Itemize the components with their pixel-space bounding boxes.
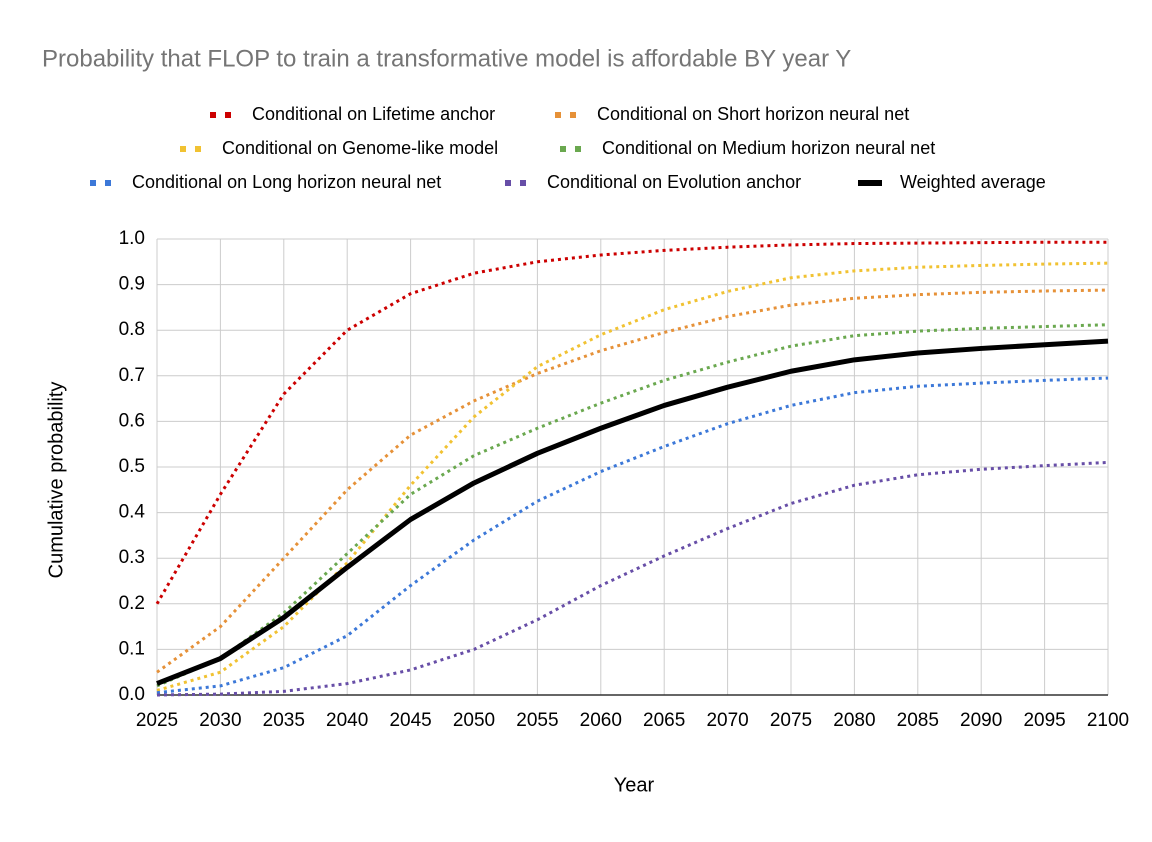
x-tick-label: 2070 bbox=[706, 710, 748, 731]
y-axis-label: Cumulative probability bbox=[45, 382, 67, 579]
y-tick-label: 0.8 bbox=[119, 319, 145, 340]
y-tick-label: 0.1 bbox=[119, 638, 145, 659]
x-tick-label: 2060 bbox=[580, 710, 622, 731]
legend-label: Conditional on Lifetime anchor bbox=[252, 104, 495, 124]
y-tick-label: 0.6 bbox=[119, 410, 145, 431]
legend-label: Conditional on Medium horizon neural net bbox=[602, 138, 935, 158]
y-tick-label: 0.9 bbox=[119, 274, 145, 295]
x-tick-label: 2045 bbox=[389, 710, 431, 731]
x-tick-label: 2040 bbox=[326, 710, 368, 731]
y-tick-label: 0.0 bbox=[119, 684, 145, 705]
x-tick-label: 2090 bbox=[960, 710, 1002, 731]
legend-label: Weighted average bbox=[900, 172, 1046, 192]
series-line bbox=[156, 288, 1109, 674]
legend-label: Conditional on Evolution anchor bbox=[547, 172, 801, 192]
y-tick-label: 0.5 bbox=[119, 456, 145, 477]
x-tick-label: 2025 bbox=[136, 710, 178, 731]
series-line bbox=[156, 338, 1109, 686]
y-tick-label: 0.4 bbox=[119, 502, 146, 523]
y-tick-label: 1.0 bbox=[119, 228, 145, 249]
x-tick-label: 2100 bbox=[1087, 710, 1129, 731]
x-tick-label: 2095 bbox=[1023, 710, 1065, 731]
legend-label: Conditional on Short horizon neural net bbox=[597, 104, 909, 124]
x-axis-label: Year bbox=[614, 774, 655, 796]
series-line bbox=[156, 261, 1109, 692]
series-line bbox=[155, 240, 1108, 605]
x-tick-label: 2065 bbox=[643, 710, 685, 731]
series-line bbox=[156, 323, 1109, 688]
x-tick-label: 2055 bbox=[516, 710, 558, 731]
x-tick-label: 2030 bbox=[199, 710, 241, 731]
legend-label: Conditional on Long horizon neural net bbox=[132, 172, 441, 192]
y-tick-label: 0.3 bbox=[119, 547, 145, 568]
series-line bbox=[156, 460, 1109, 697]
x-tick-label: 2075 bbox=[770, 710, 812, 731]
y-tick-label: 0.2 bbox=[119, 593, 145, 614]
legend-label: Conditional on Genome-like model bbox=[222, 138, 498, 158]
x-tick-label: 2085 bbox=[897, 710, 939, 731]
series-line bbox=[156, 376, 1109, 695]
x-tick-label: 2080 bbox=[833, 710, 875, 731]
x-tick-label: 2050 bbox=[453, 710, 495, 731]
chart-title: Probability that FLOP to train a transfo… bbox=[42, 45, 851, 72]
x-tick-label: 2035 bbox=[263, 710, 305, 731]
y-tick-label: 0.7 bbox=[119, 365, 145, 386]
